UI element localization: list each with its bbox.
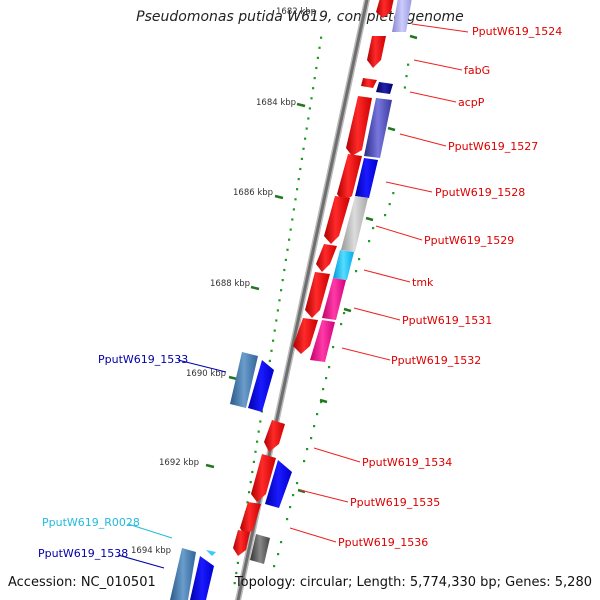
gene-label-1532[interactable]: PputW619_1532 bbox=[391, 354, 481, 367]
gene-label-1531[interactable]: PputW619_1531 bbox=[402, 314, 492, 327]
gene-label-1528[interactable]: PputW619_1528 bbox=[435, 186, 525, 199]
genome-summary-text: Topology: circular; Length: 5,774,330 bp… bbox=[234, 575, 592, 590]
gene-label-acpp[interactable]: acpP bbox=[458, 96, 485, 109]
cds-feature[interactable] bbox=[361, 78, 377, 88]
gene-label-1529[interactable]: PputW619_1529 bbox=[424, 234, 514, 247]
gene-label-1535[interactable]: PputW619_1535 bbox=[350, 496, 440, 509]
gene-feature[interactable] bbox=[250, 534, 270, 564]
gene-label-fabg[interactable]: fabG bbox=[464, 64, 490, 77]
cds-feature[interactable] bbox=[367, 36, 386, 68]
cds-feature[interactable] bbox=[346, 96, 372, 156]
gene-label-1533[interactable]: PputW619_1533 bbox=[98, 353, 188, 366]
gene-label-1527[interactable]: PputW619_1527 bbox=[448, 140, 538, 153]
tick-label-1684: 1684 kbp bbox=[256, 98, 296, 108]
cds-feature[interactable] bbox=[337, 154, 362, 202]
gene-feature[interactable] bbox=[322, 278, 346, 320]
tick-label-1682: 1682 kbp bbox=[276, 7, 316, 17]
genome-backbone-core bbox=[236, 0, 369, 600]
gene-feature[interactable] bbox=[265, 460, 292, 508]
gene-feature[interactable] bbox=[341, 196, 368, 252]
label-leader-r0028 bbox=[127, 523, 173, 539]
label-leaders-red bbox=[289, 23, 469, 543]
tick-label-1692: 1692 kbp bbox=[159, 458, 199, 468]
cds-feature[interactable] bbox=[251, 454, 276, 502]
cds-feature[interactable] bbox=[240, 502, 261, 536]
accession-text: Accession: NC_010501 bbox=[8, 575, 156, 590]
rna-feature[interactable] bbox=[206, 550, 216, 556]
label-leader-1538 bbox=[117, 554, 165, 569]
cds-feature[interactable] bbox=[264, 420, 285, 452]
tick-label-1694: 1694 kbp bbox=[131, 546, 171, 556]
cds-feature[interactable] bbox=[316, 244, 337, 272]
gene-feature[interactable] bbox=[355, 158, 378, 198]
cds-feature[interactable] bbox=[305, 272, 330, 318]
cds-feature[interactable] bbox=[376, 0, 394, 18]
cds-feature[interactable] bbox=[324, 196, 350, 244]
cds-feature[interactable] bbox=[293, 318, 318, 354]
gene-label-tmk[interactable]: tmk bbox=[412, 276, 434, 289]
backbone-ticks bbox=[182, 34, 418, 557]
gene-feature[interactable] bbox=[310, 320, 335, 362]
gene-label-1536[interactable]: PputW619_1536 bbox=[338, 536, 428, 549]
tick-label-1688: 1688 kbp bbox=[210, 279, 250, 289]
gene-feature[interactable] bbox=[170, 548, 196, 600]
gene-label-1534[interactable]: PputW619_1534 bbox=[362, 456, 452, 469]
gene-label-1538[interactable]: PputW619_1538 bbox=[38, 547, 128, 560]
gene-feature[interactable] bbox=[392, 0, 412, 32]
label-leader-1533 bbox=[177, 359, 227, 373]
gene-feature[interactable] bbox=[364, 98, 392, 158]
dotted-track-inner bbox=[273, 63, 410, 568]
gene-label-r0028[interactable]: PputW619_R0028 bbox=[42, 516, 140, 529]
gene-feature[interactable] bbox=[333, 250, 354, 280]
tick-label-1686: 1686 kbp bbox=[233, 188, 273, 198]
gene-feature[interactable] bbox=[230, 352, 258, 408]
gene-feature[interactable] bbox=[190, 556, 214, 600]
cds-feature[interactable] bbox=[233, 530, 250, 556]
tick-label-1690: 1690 kbp bbox=[186, 369, 226, 379]
gene-label-1524[interactable]: PputW619_1524 bbox=[472, 25, 562, 38]
gene-feature[interactable] bbox=[376, 82, 393, 94]
gene-feature[interactable] bbox=[248, 360, 274, 412]
